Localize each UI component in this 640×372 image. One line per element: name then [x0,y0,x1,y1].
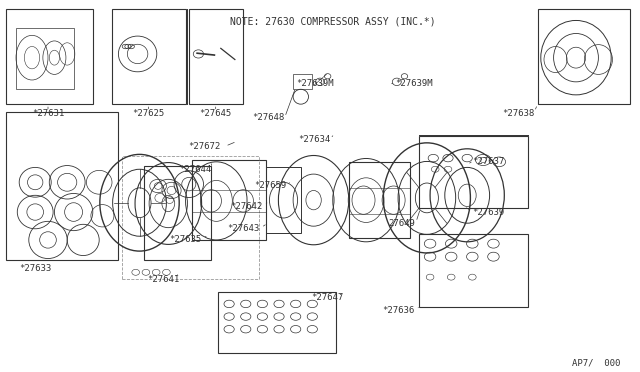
Text: *27641: *27641 [147,275,179,284]
Bar [419,234,528,307]
Text: 27649: 27649 [388,219,415,228]
Text: *27659: *27659 [254,182,286,190]
Bar [112,9,186,104]
Bar [266,167,301,232]
Text: NOTE: 27630 COMPRESSOR ASSY (INC.*): NOTE: 27630 COMPRESSOR ASSY (INC.*) [230,17,436,27]
Bar [419,136,528,208]
Text: *27637: *27637 [472,157,504,166]
Bar [6,9,93,104]
Bar [144,166,211,260]
Text: *27645: *27645 [200,109,232,118]
Text: *27638: *27638 [502,109,534,118]
Text: *27636: *27636 [383,306,415,315]
Bar [16,28,74,89]
Bar [538,9,630,104]
Text: *27639: *27639 [472,208,504,217]
Bar [349,162,410,238]
Bar [122,156,259,279]
Bar [218,292,336,353]
Text: *27648: *27648 [253,113,285,122]
Text: *27644: *27644 [179,165,211,174]
Text: *27633: *27633 [19,264,51,273]
Text: *27635: *27635 [170,235,202,244]
Text: *27639M: *27639M [297,79,334,88]
Bar [293,74,312,89]
Text: *27642: *27642 [230,202,262,211]
Bar [6,112,118,260]
Bar [189,9,243,104]
Text: AP7/  000: AP7/ 000 [572,358,621,367]
Text: *27634: *27634 [298,135,330,144]
Text: *27643: *27643 [227,224,259,233]
Text: *27639M: *27639M [396,79,433,88]
Text: *27625: *27625 [132,109,164,118]
Text: *27631: *27631 [32,109,64,118]
Text: *27647: *27647 [311,293,343,302]
Bar [192,160,266,240]
Text: *27672: *27672 [189,142,221,151]
